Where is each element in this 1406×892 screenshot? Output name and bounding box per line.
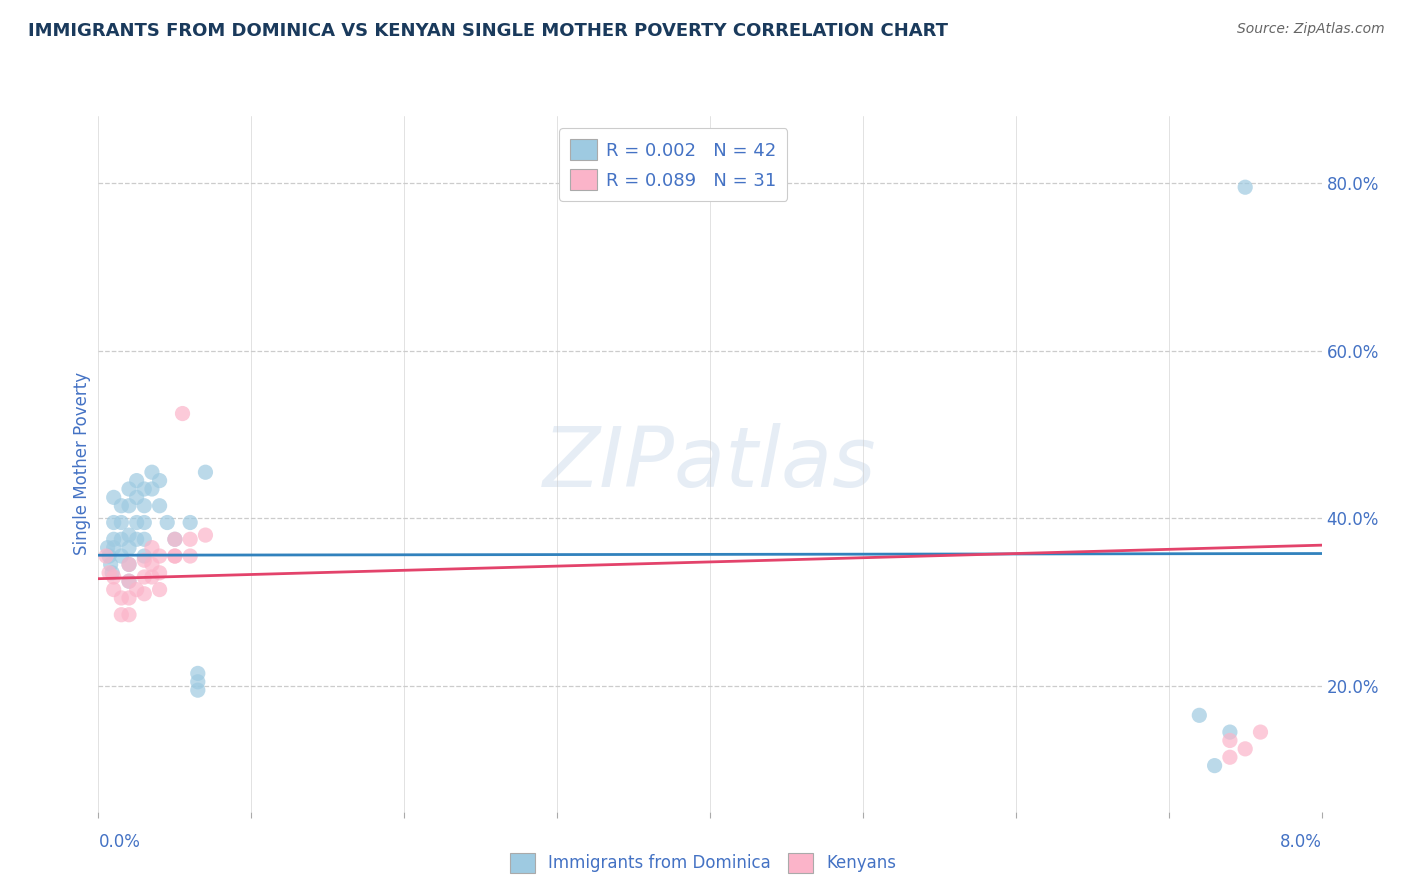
Point	[118, 528, 141, 542]
Point	[141, 541, 163, 555]
Point	[134, 553, 156, 567]
Point	[94, 549, 117, 563]
Point	[172, 407, 194, 421]
Point	[103, 570, 125, 584]
Point	[156, 516, 179, 530]
Point	[110, 499, 132, 513]
Point	[1219, 725, 1241, 739]
Point	[118, 607, 141, 622]
Point	[134, 516, 156, 530]
Point	[118, 574, 141, 589]
Point	[125, 582, 148, 597]
Point	[134, 499, 156, 513]
Point	[118, 574, 141, 589]
Point	[134, 533, 156, 547]
Point	[187, 683, 209, 698]
Point	[149, 474, 172, 488]
Point	[98, 566, 121, 580]
Legend: R = 0.002   N = 42, R = 0.089   N = 31: R = 0.002 N = 42, R = 0.089 N = 31	[560, 128, 787, 201]
Point	[1219, 733, 1241, 747]
Text: IMMIGRANTS FROM DOMINICA VS KENYAN SINGLE MOTHER POVERTY CORRELATION CHART: IMMIGRANTS FROM DOMINICA VS KENYAN SINGL…	[28, 22, 948, 40]
Point	[125, 491, 148, 505]
Point	[134, 587, 156, 601]
Point	[118, 558, 141, 572]
Point	[187, 674, 209, 689]
Point	[118, 558, 141, 572]
Text: ZIPatlas: ZIPatlas	[543, 424, 877, 504]
Y-axis label: Single Mother Poverty: Single Mother Poverty	[73, 372, 91, 556]
Point	[134, 549, 156, 563]
Point	[194, 528, 217, 542]
Point	[98, 549, 121, 563]
Point	[118, 482, 141, 496]
Point	[103, 582, 125, 597]
Point	[163, 533, 186, 547]
Point	[103, 541, 125, 555]
Point	[110, 607, 132, 622]
Point	[110, 549, 132, 563]
Point	[103, 516, 125, 530]
Point	[141, 482, 163, 496]
Text: 0.0%: 0.0%	[98, 832, 141, 851]
Point	[149, 582, 172, 597]
Point	[1234, 742, 1257, 756]
Point	[103, 491, 125, 505]
Point	[141, 465, 163, 479]
Point	[1219, 750, 1241, 764]
Point	[163, 549, 186, 563]
Text: Source: ZipAtlas.com: Source: ZipAtlas.com	[1237, 22, 1385, 37]
Point	[118, 591, 141, 605]
Point	[194, 465, 217, 479]
Point	[100, 558, 122, 572]
Point	[125, 516, 148, 530]
Point	[97, 541, 120, 555]
Point	[110, 533, 132, 547]
Point	[1204, 758, 1226, 772]
Point	[163, 549, 186, 563]
Point	[101, 566, 124, 580]
Point	[179, 533, 201, 547]
Text: 8.0%: 8.0%	[1279, 832, 1322, 851]
Point	[103, 533, 125, 547]
Point	[110, 516, 132, 530]
Point	[179, 549, 201, 563]
Point	[149, 549, 172, 563]
Point	[134, 482, 156, 496]
Point	[125, 533, 148, 547]
Point	[1188, 708, 1211, 723]
Point	[187, 666, 209, 681]
Point	[1249, 725, 1271, 739]
Legend: Immigrants from Dominica, Kenyans: Immigrants from Dominica, Kenyans	[503, 847, 903, 880]
Point	[149, 499, 172, 513]
Point	[118, 499, 141, 513]
Point	[118, 541, 141, 555]
Point	[134, 570, 156, 584]
Point	[179, 516, 201, 530]
Point	[149, 566, 172, 580]
Point	[110, 591, 132, 605]
Point	[1234, 180, 1257, 194]
Point	[141, 558, 163, 572]
Point	[125, 474, 148, 488]
Point	[141, 570, 163, 584]
Point	[163, 533, 186, 547]
